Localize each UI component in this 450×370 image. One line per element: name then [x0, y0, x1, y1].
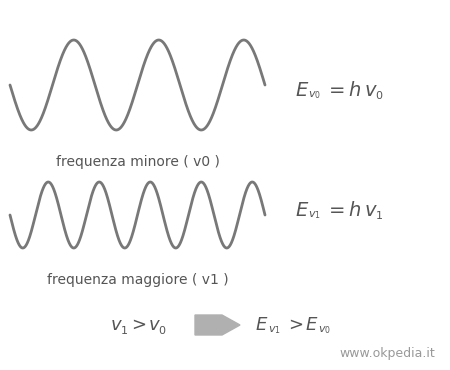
Text: $1$: $1$	[375, 209, 383, 221]
Text: $1$: $1$	[120, 324, 128, 336]
Text: $v_1$: $v_1$	[308, 209, 321, 221]
Text: $E$: $E$	[295, 81, 309, 100]
Text: $>$: $>$	[128, 316, 147, 334]
Text: frequenza maggiore ( v1 ): frequenza maggiore ( v1 )	[47, 273, 228, 287]
Text: $>$: $>$	[285, 316, 304, 334]
Text: $= h\,v$: $= h\,v$	[325, 201, 378, 219]
Text: $E$: $E$	[305, 316, 318, 334]
Text: $E$: $E$	[295, 201, 309, 219]
Text: $E$: $E$	[255, 316, 268, 334]
FancyArrow shape	[195, 315, 240, 335]
Text: www.okpedia.it: www.okpedia.it	[339, 347, 435, 360]
Text: $v$: $v$	[110, 316, 123, 334]
Text: frequenza minore ( v0 ): frequenza minore ( v0 )	[55, 155, 220, 169]
Text: $v_1$: $v_1$	[268, 324, 281, 336]
Text: $0$: $0$	[158, 324, 166, 336]
Text: $= h\,v$: $= h\,v$	[325, 81, 378, 100]
Text: $0$: $0$	[375, 89, 383, 101]
Text: $v_0$: $v_0$	[318, 324, 331, 336]
Text: $v_0$: $v_0$	[308, 89, 321, 101]
Text: $v$: $v$	[148, 316, 161, 334]
